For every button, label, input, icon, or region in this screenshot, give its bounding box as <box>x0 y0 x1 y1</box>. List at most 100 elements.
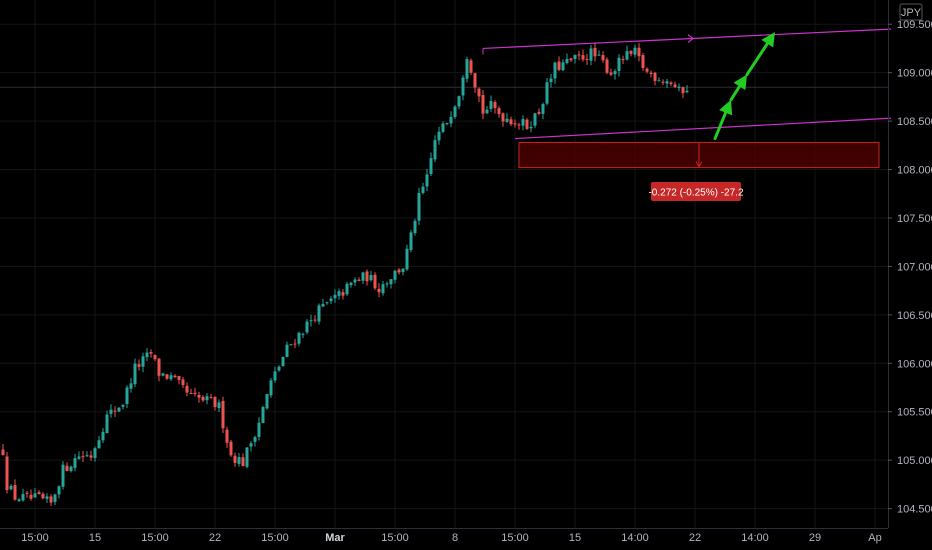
candle-body <box>665 81 669 84</box>
candle-body <box>309 320 313 322</box>
candle <box>625 45 629 61</box>
currency-badge-box <box>899 3 923 21</box>
candle <box>353 277 357 286</box>
candle <box>349 281 353 288</box>
candle-body <box>369 275 373 281</box>
candle <box>417 187 421 225</box>
candle-body <box>89 455 93 458</box>
candle <box>497 106 501 118</box>
time-tick-label: Mar <box>325 532 345 544</box>
candle <box>633 44 637 58</box>
currency-badge[interactable]: JPY <box>899 3 923 21</box>
candle-body <box>565 58 569 63</box>
channel-upper-line[interactable] <box>482 28 892 50</box>
candle <box>229 439 233 457</box>
price-channel[interactable] <box>482 28 892 140</box>
candle-body <box>289 344 293 346</box>
candle <box>597 50 601 56</box>
candle <box>529 121 533 133</box>
candle-body <box>453 106 457 117</box>
candle-body <box>1 449 5 456</box>
candle-body <box>429 158 433 174</box>
candle <box>105 410 109 434</box>
projection-arrow[interactable] <box>729 74 747 102</box>
candle-body <box>629 50 633 54</box>
candle <box>261 405 265 424</box>
candle-body <box>121 404 125 407</box>
candle-body <box>205 396 209 401</box>
candle-body <box>509 119 513 125</box>
candle-body <box>73 458 77 468</box>
arrow-head-icon <box>733 74 747 91</box>
candle <box>645 67 649 74</box>
candle-body <box>397 269 401 273</box>
candle <box>293 339 297 349</box>
candle <box>389 278 393 289</box>
candle <box>429 152 433 177</box>
candle <box>361 271 365 285</box>
time-tick-label: 29 <box>809 532 821 544</box>
candle <box>33 487 37 498</box>
candle-body <box>633 47 637 55</box>
candle-body <box>173 375 177 378</box>
candle-body <box>201 396 205 401</box>
time-tick-label: 15:00 <box>261 532 289 544</box>
candle <box>113 406 117 417</box>
candle-body <box>461 77 465 96</box>
candle <box>177 375 181 385</box>
candle <box>405 244 409 271</box>
candle <box>433 135 437 163</box>
candle <box>5 452 9 494</box>
candle-body <box>337 291 341 296</box>
projection-arrow[interactable] <box>713 99 733 141</box>
projection-arrow[interactable] <box>745 31 775 77</box>
candle-body <box>465 59 469 79</box>
candle <box>425 168 429 192</box>
candle <box>541 102 545 120</box>
candle-body <box>125 387 129 405</box>
candle <box>545 77 549 106</box>
candle <box>509 116 513 127</box>
candle-body <box>569 58 573 61</box>
candle <box>617 54 621 77</box>
price-tick-label: 107.500 <box>897 213 932 225</box>
candle <box>181 376 185 389</box>
candle-body <box>213 396 217 408</box>
candle <box>329 296 333 304</box>
candle <box>573 54 577 64</box>
candle <box>637 43 641 62</box>
candle-body <box>537 112 541 114</box>
time-tick-label: 22 <box>689 532 701 544</box>
candle <box>45 493 49 503</box>
candle <box>553 61 557 84</box>
candle-body <box>49 496 53 503</box>
candle <box>381 280 385 296</box>
channel-lower-line[interactable] <box>514 117 892 140</box>
candle <box>213 396 217 411</box>
candle-body <box>181 379 185 386</box>
candle-body <box>357 279 361 281</box>
support-zone[interactable] <box>518 141 880 169</box>
candle-body <box>437 131 441 141</box>
candle-body <box>625 51 629 60</box>
candle-body <box>281 356 285 367</box>
candle <box>141 352 145 373</box>
candle-body <box>33 493 37 498</box>
candle <box>225 426 229 448</box>
time-tick-label: 8 <box>452 532 458 544</box>
candle-body <box>525 119 529 129</box>
candle <box>189 388 193 395</box>
candle <box>217 399 221 413</box>
candle-body <box>641 55 645 68</box>
arrow-head-icon <box>761 31 775 48</box>
candle <box>397 268 401 275</box>
candle-body <box>389 279 393 285</box>
projection-arrows[interactable] <box>713 31 775 141</box>
measure-label[interactable]: -0.272 (-0.25%) -27.2 <box>648 182 744 201</box>
candle-body <box>409 232 413 251</box>
candle <box>657 77 661 82</box>
candle-body <box>433 140 437 160</box>
candle <box>153 354 157 362</box>
